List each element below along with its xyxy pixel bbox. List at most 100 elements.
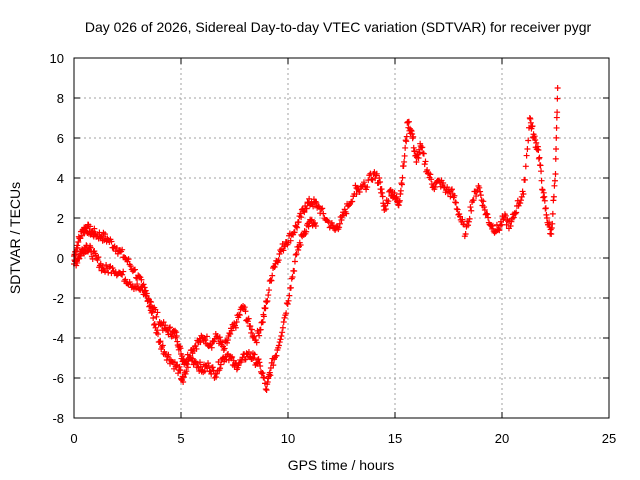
data-point-late-trace (549, 220, 556, 227)
data-point-late-trace (448, 187, 455, 194)
data-point-late-trace (551, 182, 558, 189)
data-point-lower-trace (99, 263, 106, 270)
data-point-upper-trace (173, 333, 180, 339)
data-point-upper-trace (280, 247, 287, 254)
data-point-lower-trace (146, 303, 153, 310)
data-point-lower-trace (165, 351, 172, 358)
data-point-lower-trace (141, 288, 148, 295)
grid-lines (74, 58, 609, 418)
data-point-lower-trace (146, 302, 153, 309)
data-point-late-trace (554, 109, 561, 116)
data-point-late-trace (354, 185, 361, 192)
data-point-lower-trace (213, 374, 220, 381)
data-point-upper-trace (184, 351, 191, 358)
data-point-lower-trace (177, 367, 184, 374)
data-point-lower-trace (232, 360, 239, 367)
data-point-late-trace (373, 170, 380, 177)
data-point-upper-trace (298, 214, 305, 221)
data-point-late-trace (422, 158, 429, 165)
data-point-upper-trace (275, 257, 282, 264)
data-point-lower-trace (154, 331, 161, 338)
data-point-late-trace (382, 206, 389, 213)
data-point-upper-trace (242, 308, 249, 315)
data-point-lower-trace (259, 369, 266, 376)
data-point-lower-trace (88, 253, 95, 260)
data-point-late-trace (553, 114, 560, 121)
data-point-late-trace (377, 179, 384, 185)
data-point-upper-trace (203, 333, 210, 340)
data-point-lower-trace (205, 363, 212, 369)
data-point-late-trace (405, 118, 412, 125)
data-point-lower-trace (120, 268, 127, 275)
data-point-late-trace (510, 214, 517, 221)
data-point-upper-trace (228, 327, 235, 334)
data-point-lower-trace (156, 339, 163, 345)
data-point-lower-trace (289, 273, 296, 280)
data-point-upper-trace (312, 198, 319, 205)
data-point-late-trace (358, 183, 365, 190)
data-point-lower-trace (285, 297, 292, 304)
data-point-upper-trace (131, 266, 138, 273)
data-point-upper-trace (160, 319, 167, 326)
data-point-late-trace (507, 223, 514, 229)
data-point-lower-trace (263, 387, 270, 393)
data-point-upper-trace (179, 353, 186, 360)
data-point-late-trace (541, 197, 548, 204)
data-point-late-trace (396, 197, 403, 204)
data-point-upper-trace (266, 287, 273, 294)
data-point-late-trace (496, 227, 503, 234)
data-point-lower-trace (277, 336, 284, 343)
x-tick-label: 10 (281, 431, 295, 446)
data-point-upper-trace (265, 292, 272, 299)
data-point-lower-trace (291, 267, 298, 274)
data-point-late-trace (456, 211, 463, 217)
data-point-lower-trace (209, 364, 216, 371)
data-point-late-trace (424, 167, 431, 173)
y-tick-label: 6 (57, 131, 64, 146)
data-point-late-trace (553, 124, 560, 131)
data-point-upper-trace (247, 323, 254, 330)
data-point-lower-trace (279, 324, 286, 331)
data-point-lower-trace (312, 223, 319, 229)
data-point-lower-trace (292, 251, 299, 258)
data-point-lower-trace (94, 257, 101, 263)
data-point-lower-trace (159, 342, 166, 349)
data-point-late-trace (532, 136, 539, 143)
data-point-late-trace (440, 180, 447, 187)
data-point-lower-trace (184, 364, 191, 371)
x-tick-label: 25 (602, 431, 616, 446)
y-tick-label: -4 (52, 331, 64, 346)
y-tick-label: 8 (57, 91, 64, 106)
data-point-upper-trace (224, 339, 231, 346)
data-point-late-trace (402, 144, 409, 151)
data-point-upper-trace (153, 313, 160, 320)
y-tick-label: -8 (52, 411, 64, 426)
data-point-late-trace (529, 123, 536, 130)
data-point-lower-trace (312, 219, 319, 226)
data-point-upper-trace (253, 339, 260, 346)
data-point-late-trace (549, 210, 556, 217)
data-point-late-trace (364, 184, 371, 191)
data-point-upper-trace (336, 224, 343, 231)
data-point-late-trace (391, 189, 398, 196)
data-point-upper-trace (324, 217, 331, 224)
data-point-lower-trace (183, 368, 190, 375)
data-point-upper-trace (269, 272, 276, 279)
data-point-lower-trace (270, 362, 277, 369)
data-point-late-trace (468, 207, 475, 214)
data-point-late-trace (480, 198, 487, 205)
data-point-late-trace (517, 197, 524, 204)
data-point-late-trace (403, 133, 410, 140)
data-point-upper-trace (343, 210, 350, 217)
data-point-late-trace (535, 147, 542, 153)
data-point-late-trace (421, 161, 428, 168)
data-point-upper-trace (75, 239, 82, 245)
data-point-late-trace (470, 197, 477, 204)
data-point-upper-trace (303, 205, 310, 212)
data-point-late-trace (360, 179, 367, 186)
data-point-late-trace (459, 216, 466, 223)
data-point-upper-trace (349, 198, 356, 205)
data-point-upper-trace (172, 327, 179, 334)
data-point-late-trace (416, 149, 423, 156)
data-point-upper-trace (192, 342, 199, 349)
